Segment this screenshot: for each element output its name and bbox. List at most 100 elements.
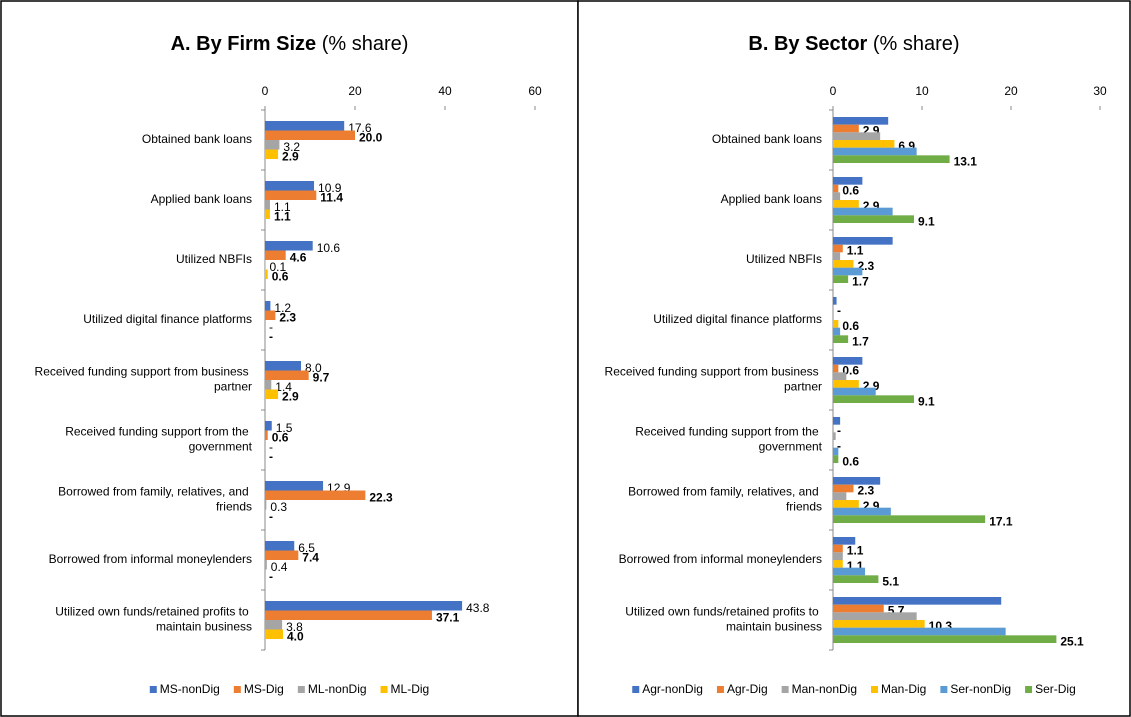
data-label: 0.3 — [270, 500, 287, 514]
category-label: Utilized NBFIs — [176, 252, 252, 266]
data-label: 11.4 — [320, 190, 343, 204]
legend: Agr-nonDig Agr-Dig Man-nonDig Man-Dig Ser-no… — [632, 682, 1076, 696]
data-label: 0.6 — [842, 364, 859, 378]
bar — [265, 601, 463, 611]
bar — [265, 190, 317, 200]
x-tick-label: 30 — [1093, 84, 1107, 98]
bar — [833, 132, 881, 140]
data-label: 4.0 — [287, 629, 304, 643]
bar — [265, 380, 272, 390]
category-label: Utilized digital finance platforms — [653, 312, 822, 326]
category-label: Borrowed from family, relatives, and fri… — [58, 485, 252, 514]
category-line: Utilized own funds/retained profits to — [55, 605, 252, 619]
legend-swatch — [781, 686, 789, 693]
bar — [833, 477, 881, 485]
category-line: government — [189, 440, 253, 454]
data-label: 0.6 — [842, 184, 859, 198]
subtitle: (% share) — [322, 33, 409, 55]
legend-label: Agr-nonDig — [642, 682, 703, 696]
category-line: government — [759, 440, 823, 454]
category-line: friends — [786, 500, 822, 514]
bar — [265, 370, 309, 380]
bar — [833, 215, 914, 223]
data-label: 1.1 — [847, 244, 864, 258]
data-label: 2.3 — [857, 484, 874, 498]
data-label: 2.3 — [279, 310, 296, 324]
category-line: Received funding support from business — [605, 365, 822, 379]
title-main: A. By Firm Size — [171, 33, 317, 55]
bar — [833, 207, 893, 216]
bar — [265, 121, 345, 131]
data-label: 1.1 — [274, 200, 291, 214]
category-label: Received funding support from business p… — [35, 365, 252, 394]
bar — [265, 130, 355, 140]
category-line: Received funding support from the — [635, 425, 822, 439]
bar — [265, 269, 268, 279]
bar — [833, 455, 839, 463]
bar — [833, 604, 884, 613]
bar — [833, 297, 837, 305]
bar — [265, 500, 267, 510]
category-line: Utilized own funds/retained profits to — [625, 605, 822, 619]
bar — [833, 500, 859, 508]
bar — [833, 507, 891, 516]
category-label: Utilized own funds/retained profits to m… — [55, 605, 252, 634]
bar — [833, 492, 847, 500]
category-label: Utilized own funds/retained profits to m… — [625, 605, 822, 634]
data-label: 17.1 — [989, 514, 1013, 528]
bar — [265, 629, 283, 639]
data-label: 10.9 — [318, 181, 342, 195]
category-line: Borrowed from family, relatives, and — [628, 485, 822, 499]
bar — [833, 140, 895, 148]
data-label: - — [269, 569, 273, 583]
bar — [833, 117, 889, 125]
legend-label: Man-Dig — [881, 682, 926, 696]
bar — [265, 181, 315, 191]
data-label: 2.9 — [282, 389, 299, 403]
data-label: - — [269, 320, 273, 334]
bar — [833, 200, 859, 208]
legend-swatch — [380, 686, 388, 693]
bar — [265, 310, 276, 320]
bar — [833, 320, 839, 328]
legend-swatch — [233, 686, 241, 693]
data-label: 1.1 — [274, 209, 291, 223]
data-label: 0.4 — [271, 560, 288, 574]
category-label: Received funding support from the govern… — [65, 425, 252, 454]
category-label: Received funding support from business p… — [605, 365, 822, 394]
bar — [265, 389, 279, 399]
data-label: 7.4 — [302, 550, 319, 564]
bar — [833, 575, 879, 583]
bar — [833, 237, 893, 245]
category-line: friends — [216, 500, 252, 514]
data-label: - — [269, 509, 273, 523]
category-line: Borrowed from family, relatives, and — [58, 485, 252, 499]
bar — [833, 260, 854, 268]
category-label: Received funding support from the govern… — [635, 425, 822, 454]
data-label: 4.6 — [290, 250, 307, 264]
bar — [833, 124, 859, 133]
bar — [833, 335, 849, 343]
x-tick-label: 40 — [438, 84, 452, 98]
data-label: 1.4 — [275, 380, 292, 394]
data-label: 0.6 — [272, 269, 289, 283]
bar — [265, 610, 432, 620]
legend-swatch — [716, 686, 724, 693]
category-line: maintain business — [726, 620, 822, 634]
data-label: 1.1 — [847, 544, 864, 558]
data-label: 0.6 — [272, 430, 289, 444]
bar — [833, 155, 950, 163]
bar — [833, 252, 841, 260]
bar — [833, 447, 839, 456]
data-label: 6.5 — [298, 541, 315, 555]
category-label: Applied bank loans — [151, 192, 252, 206]
data-label: 22.3 — [369, 490, 393, 504]
legend-label: ML-nonDig — [308, 682, 367, 696]
bar — [265, 481, 324, 491]
bar — [833, 484, 854, 493]
category-line: partner — [784, 380, 822, 394]
data-label: 37.1 — [436, 610, 460, 624]
bar — [833, 560, 843, 568]
category-line: Received funding support from the — [65, 425, 252, 439]
